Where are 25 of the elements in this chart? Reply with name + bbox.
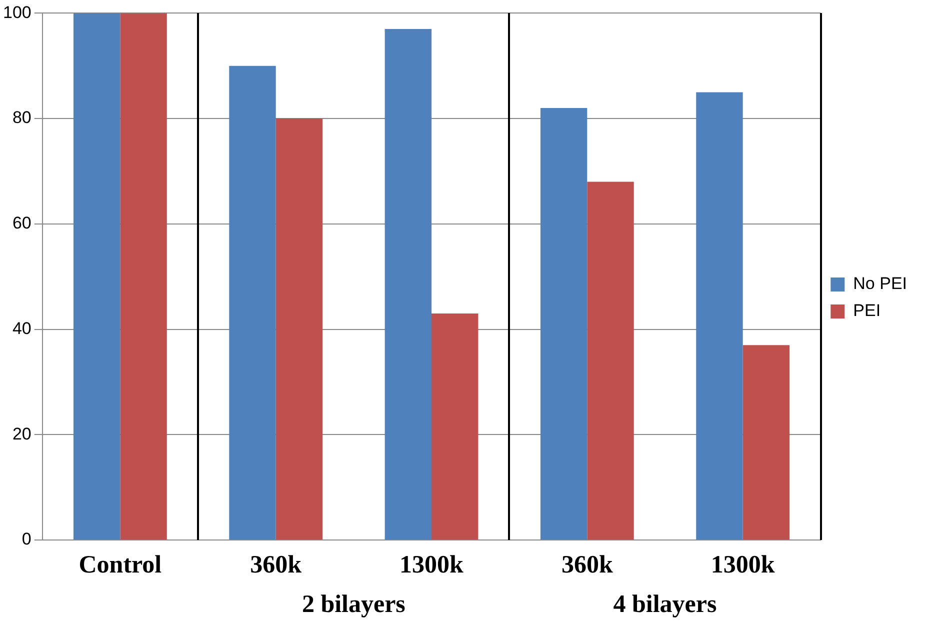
bar [120,13,167,540]
y-tick-label: 20 [12,424,32,444]
y-tick-label: 40 [12,318,32,338]
text: 4 bilayers [613,590,717,618]
x-tick-label: 360k [250,551,302,578]
x-tick-label: 360k [561,551,613,578]
y-tick-label: 0 [22,530,32,549]
legend-label: PEI [853,301,881,320]
bar [742,345,790,540]
legend-label: No PEI [853,274,908,294]
y-tick-label: 100 [2,2,32,22]
bar [696,92,743,540]
bar [276,118,323,540]
y-tick-label: 60 [12,214,32,233]
bar [432,313,478,540]
x-tick-label: 1300k [710,551,775,578]
bar [384,29,432,540]
text: 2 bilayers [302,590,406,618]
bar [229,66,276,540]
y-tick-label: 80 [12,108,32,128]
bar [73,13,120,540]
bar [587,182,634,540]
x-tick-label: 1300k [400,551,464,578]
bar [540,108,588,540]
x-tick-label: Control [78,551,162,578]
